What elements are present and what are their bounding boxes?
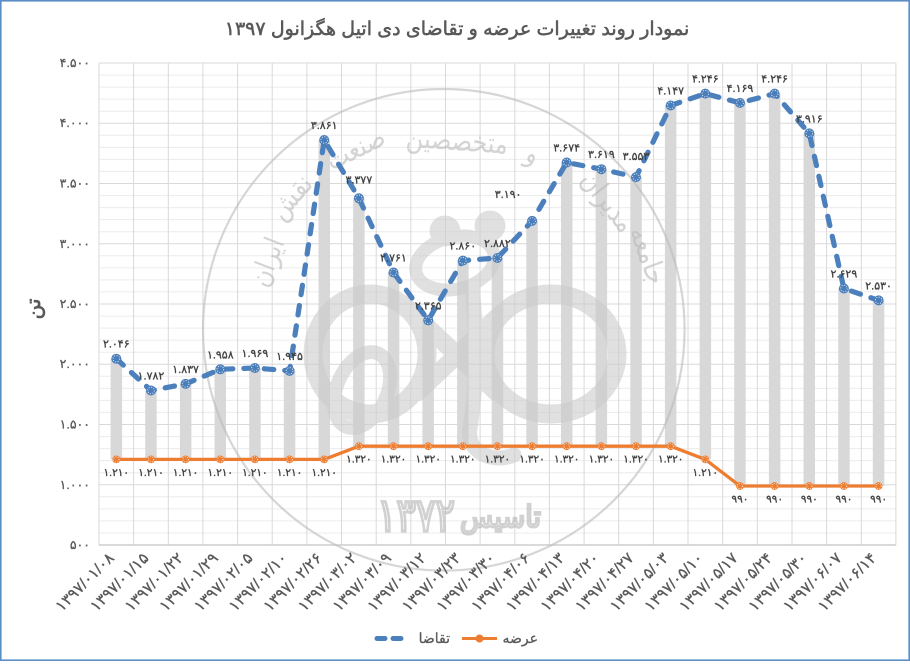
svg-text:۴.۰۰۰: ۴.۰۰۰ bbox=[60, 116, 90, 130]
svg-text:۱.۲۱۰: ۱.۲۱۰ bbox=[138, 467, 163, 479]
svg-text:تن: تن bbox=[23, 298, 46, 319]
svg-text:۹۹۰: ۹۹۰ bbox=[766, 494, 783, 506]
svg-text:۱.۲۱۰: ۱.۲۱۰ bbox=[208, 467, 233, 479]
svg-text:۲.۸۶۰: ۲.۸۶۰ bbox=[449, 241, 476, 253]
svg-text:۹۹۰: ۹۹۰ bbox=[835, 494, 852, 506]
svg-text:۴.۲۴۶: ۴.۲۴۶ bbox=[761, 74, 788, 86]
svg-text:۱.۵۰۰: ۱.۵۰۰ bbox=[60, 418, 90, 432]
svg-text:۲.۰۰۰: ۲.۰۰۰ bbox=[60, 357, 90, 371]
svg-text:۱.۳۲۰: ۱.۳۲۰ bbox=[519, 454, 544, 466]
svg-text:۲.۳۶۵: ۲.۳۶۵ bbox=[415, 300, 442, 312]
svg-text:۳.۳۷۷: ۳.۳۷۷ bbox=[346, 174, 373, 186]
svg-text:۹۹۰: ۹۹۰ bbox=[732, 494, 749, 506]
svg-text:۳.۶۷۴: ۳.۶۷۴ bbox=[553, 143, 580, 155]
svg-text:۱.۳۲۰: ۱.۳۲۰ bbox=[381, 454, 406, 466]
svg-text:۱.۹۴۵: ۱.۹۴۵ bbox=[276, 351, 303, 363]
svg-text:۲.۷۶۱: ۲.۷۶۱ bbox=[380, 253, 407, 265]
svg-text:۱.۳۲۰: ۱.۳۲۰ bbox=[658, 454, 683, 466]
svg-text:تقاضا: تقاضا bbox=[419, 630, 451, 646]
svg-text:۲.۸۸۲: ۲.۸۸۲ bbox=[484, 238, 511, 250]
svg-text:۱.۷۸۲: ۱.۷۸۲ bbox=[138, 371, 165, 383]
svg-text:۴.۵۰۰: ۴.۵۰۰ bbox=[60, 56, 90, 70]
svg-text:۱.۳۲۰: ۱.۳۲۰ bbox=[415, 454, 440, 466]
svg-text:۳.۸۶۱: ۳.۸۶۱ bbox=[311, 120, 338, 132]
svg-text:۲.۵۰۰: ۲.۵۰۰ bbox=[60, 297, 90, 311]
svg-text:۱.۲۱۰: ۱.۲۱۰ bbox=[242, 467, 267, 479]
svg-text:۵۰۰: ۵۰۰ bbox=[70, 538, 90, 552]
svg-text:۹۹۰: ۹۹۰ bbox=[870, 494, 887, 506]
svg-text:۱.۳۲۰: ۱.۳۲۰ bbox=[485, 454, 510, 466]
svg-text:۲.۰۴۶: ۲.۰۴۶ bbox=[103, 339, 130, 351]
svg-text:۱.۲۱۰: ۱.۲۱۰ bbox=[104, 467, 129, 479]
svg-text:عرضه: عرضه bbox=[503, 630, 538, 647]
svg-text:۱.۲۱۰: ۱.۲۱۰ bbox=[693, 467, 718, 479]
svg-text:۹۹۰: ۹۹۰ bbox=[801, 494, 818, 506]
svg-text:۱.۳۲۰: ۱.۳۲۰ bbox=[346, 454, 371, 466]
svg-text:۳.۹۱۶: ۳.۹۱۶ bbox=[796, 113, 823, 125]
svg-text:۱.۹۵۸: ۱.۹۵۸ bbox=[207, 349, 234, 361]
svg-text:۲.۵۳۰: ۲.۵۳۰ bbox=[865, 280, 892, 292]
svg-text:۱.۳۲۰: ۱.۳۲۰ bbox=[450, 454, 475, 466]
svg-text:۱۳۷۲: ۱۳۷۲ bbox=[377, 489, 455, 541]
svg-text:۱.۸۳۷: ۱.۸۳۷ bbox=[172, 364, 199, 376]
svg-text:۱.۲۱۰: ۱.۲۱۰ bbox=[173, 467, 198, 479]
svg-text:۳.۵۰۰: ۳.۵۰۰ bbox=[60, 177, 90, 191]
svg-text:۲.۶۲۹: ۲.۶۲۹ bbox=[831, 269, 858, 281]
svg-text:۱.۲۱۰: ۱.۲۱۰ bbox=[277, 467, 302, 479]
svg-text:۳.۵۵۳: ۳.۵۵۳ bbox=[623, 151, 650, 163]
svg-text:۱.۳۲۰: ۱.۳۲۰ bbox=[623, 454, 648, 466]
svg-text:تاسیس: تاسیس bbox=[460, 501, 541, 535]
svg-text:۳.۶۱۹: ۳.۶۱۹ bbox=[588, 149, 615, 161]
svg-text:۱.۳۲۰: ۱.۳۲۰ bbox=[589, 454, 614, 466]
svg-text:۱.۹۶۹: ۱.۹۶۹ bbox=[242, 348, 269, 360]
svg-text:۳.۰۰۰: ۳.۰۰۰ bbox=[60, 237, 90, 251]
svg-text:۴.۲۴۶: ۴.۲۴۶ bbox=[692, 74, 719, 86]
svg-text:۱.۳۲۰: ۱.۳۲۰ bbox=[554, 454, 579, 466]
svg-text:۴.۱۴۷: ۴.۱۴۷ bbox=[657, 86, 684, 98]
svg-text:۳.۱۹۰: ۳.۱۹۰ bbox=[495, 189, 522, 201]
svg-text:۱.۲۱۰: ۱.۲۱۰ bbox=[311, 467, 336, 479]
svg-text:۱.۰۰۰: ۱.۰۰۰ bbox=[60, 478, 90, 492]
svg-text:نمودار روند تغییرات عرضه و تق: نمودار روند تغییرات عرضه و تقاضای دی اتی… bbox=[225, 17, 690, 40]
svg-text:۴.۱۶۹: ۴.۱۶۹ bbox=[727, 83, 754, 95]
